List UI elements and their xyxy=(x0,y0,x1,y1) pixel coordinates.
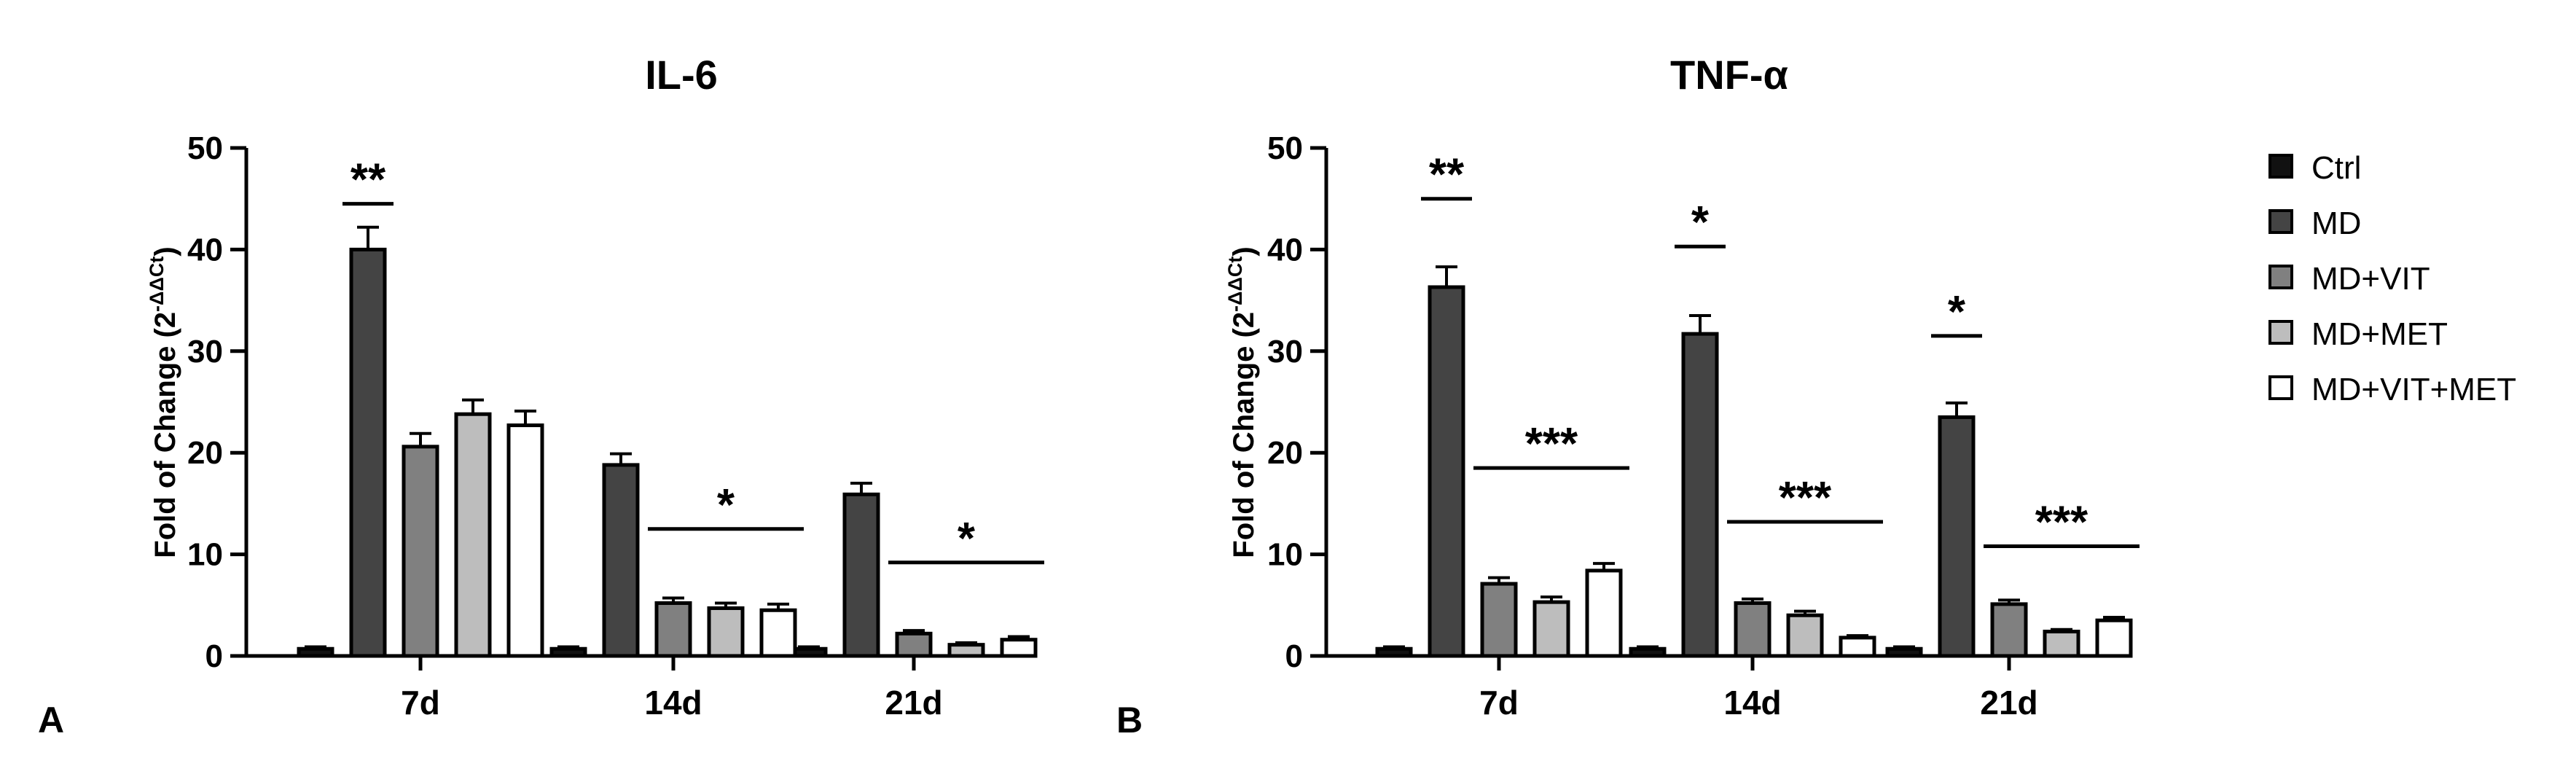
significance-marker: ** xyxy=(1429,150,1465,200)
chart-panel-tnf: TNF-α Fold of Change (2-ΔΔCt) 0 10 20 30 40 50 7… xyxy=(1224,52,2140,722)
bar xyxy=(1629,646,1667,658)
bar xyxy=(895,631,933,658)
bar xyxy=(707,606,745,658)
y-axis-label-superscript: -ΔΔCt xyxy=(146,257,168,312)
significance-marker: *** xyxy=(2035,497,2088,547)
legend-label: MD+VIT xyxy=(2311,261,2430,297)
chart-title: TNF-α xyxy=(1670,52,1788,98)
x-tick-label: 21d xyxy=(1980,684,2037,722)
y-tick-label: 0 xyxy=(205,638,223,674)
bar xyxy=(1480,582,1518,658)
y-axis-label-close: ) xyxy=(149,246,181,256)
bar xyxy=(842,492,880,658)
bar xyxy=(947,643,985,658)
y-tick-label: 10 xyxy=(1267,537,1303,573)
significance-marker: *** xyxy=(1779,473,1832,523)
significance-marker: * xyxy=(1691,198,1710,248)
bar xyxy=(1938,415,1976,658)
legend-swatch xyxy=(2268,209,2293,234)
y-tick-label: 20 xyxy=(187,435,223,471)
y-axis-label-main: Fold of Change (2 xyxy=(1228,312,1260,558)
bar xyxy=(1990,602,2028,658)
bar xyxy=(549,646,587,658)
bar xyxy=(602,463,640,658)
legend-swatch xyxy=(2268,265,2293,289)
bar xyxy=(759,608,797,658)
y-tick-label: 0 xyxy=(1285,638,1303,674)
x-tick-label: 21d xyxy=(885,684,942,722)
bar xyxy=(654,601,692,658)
bar xyxy=(1786,613,1824,658)
bar xyxy=(1734,601,1772,658)
legend-label: MD+VIT+MET xyxy=(2311,372,2516,407)
y-tick-label: 30 xyxy=(187,334,223,370)
bar xyxy=(2095,618,2133,658)
bar xyxy=(297,646,334,658)
chart-legend: Ctrl MD MD+VIT MD+MET MD+VIT+MET xyxy=(2268,150,2516,407)
legend-swatch xyxy=(2268,154,2293,179)
chart-title: IL-6 xyxy=(645,52,718,98)
legend-label: MD+MET xyxy=(2311,316,2448,352)
bar xyxy=(1428,285,1465,658)
y-tick-label: 10 xyxy=(187,537,223,573)
legend-label: Ctrl xyxy=(2311,150,2361,186)
y-axis-label: Fold of Change (2-ΔΔCt) xyxy=(1224,246,1260,558)
y-tick-label: 40 xyxy=(187,232,223,267)
significance-marker: * xyxy=(1948,287,1966,337)
bar xyxy=(1532,600,1570,658)
y-axis-label-main: Fold of Change (2 xyxy=(149,312,181,558)
x-tick-label: 14d xyxy=(644,684,702,722)
bar xyxy=(1585,568,1623,658)
y-tick-label: 50 xyxy=(1267,130,1303,166)
bar xyxy=(402,445,439,658)
significance-marker: ** xyxy=(351,155,386,206)
chart-panel-il6: IL-6 Fold of Change (2-ΔΔCt) 0 10 20 30 40 50 7d… xyxy=(146,52,1044,722)
bar xyxy=(1885,646,1923,658)
bar xyxy=(790,646,828,658)
y-axis-label: Fold of Change (2-ΔΔCt) xyxy=(146,246,181,558)
bar xyxy=(1000,638,1038,658)
significance-marker: * xyxy=(717,480,735,531)
y-tick-label: 50 xyxy=(187,130,223,166)
significance-marker: * xyxy=(958,514,976,564)
panel-letter-a: A xyxy=(38,700,64,740)
y-tick-label: 30 xyxy=(1267,334,1303,370)
bar xyxy=(2043,630,2080,658)
x-tick-label: 7d xyxy=(1479,684,1519,722)
bar xyxy=(1375,646,1413,658)
legend-swatch xyxy=(2268,320,2293,345)
x-tick-label: 14d xyxy=(1723,684,1781,722)
panel-letter-b: B xyxy=(1116,700,1143,740)
bar xyxy=(349,247,387,658)
bar xyxy=(1681,332,1719,658)
bar xyxy=(506,423,544,658)
y-axis-label-close: ) xyxy=(1228,246,1260,256)
y-tick-label: 40 xyxy=(1267,232,1303,267)
legend-label: MD xyxy=(2311,206,2361,241)
bar xyxy=(454,412,492,658)
significance-marker: *** xyxy=(1525,419,1578,469)
bar xyxy=(1839,636,1876,658)
x-tick-label: 7d xyxy=(401,684,440,722)
y-axis-label-superscript: -ΔΔCt xyxy=(1224,257,1246,312)
legend-swatch xyxy=(2268,375,2293,400)
y-tick-label: 20 xyxy=(1267,435,1303,471)
